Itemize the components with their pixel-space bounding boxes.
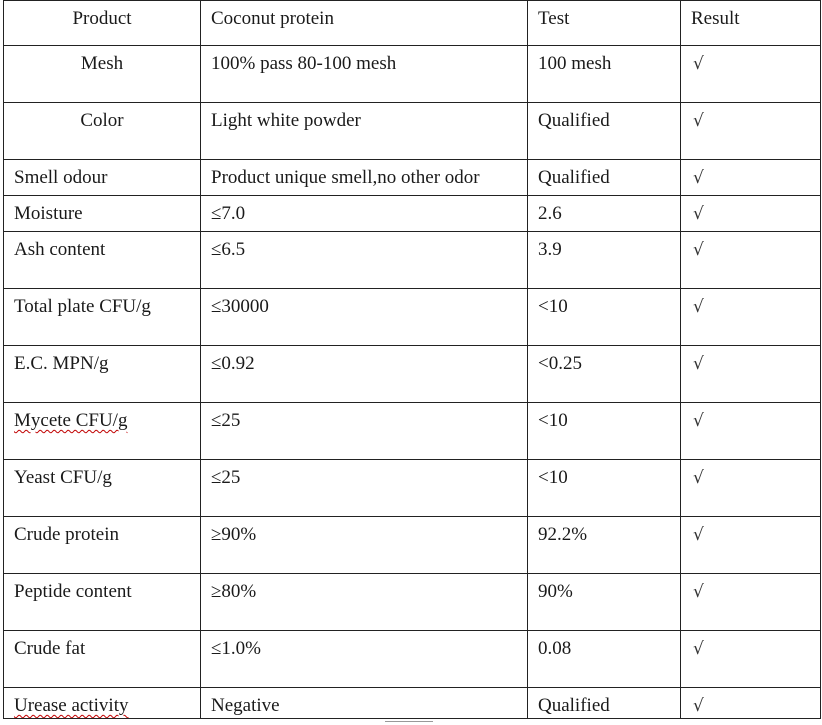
test-cell: <10	[527, 459, 681, 517]
result-cell: √	[680, 459, 821, 517]
page-divider	[385, 721, 433, 724]
standard-cell: Light white powder	[200, 102, 528, 160]
checkmark-icon: √	[693, 54, 704, 74]
table-row: Yeast CFU/g ≤25 <10 √	[3, 459, 821, 517]
header-test: Test	[527, 0, 681, 46]
standard-cell: ≤25	[200, 402, 528, 460]
header-coconut-protein: Coconut protein	[200, 0, 528, 46]
result-cell: √	[680, 345, 821, 403]
result-cell: √	[680, 573, 821, 631]
standard-cell: ≤7.0	[200, 195, 528, 232]
item-cell: E.C. MPN/g	[3, 345, 201, 403]
item-cell: Crude fat	[3, 630, 201, 688]
table-row: Mycete CFU/g ≤25 <10 √	[3, 402, 821, 460]
standard-cell: ≤0.92	[200, 345, 528, 403]
item-label-spellcheck: Mycete CFU/g	[14, 410, 128, 431]
result-cell: √	[680, 195, 821, 232]
result-cell: √	[680, 159, 821, 196]
standard-cell: ≤25	[200, 459, 528, 517]
table-row: E.C. MPN/g ≤0.92 <0.25 √	[3, 345, 821, 403]
checkmark-icon: √	[693, 582, 704, 602]
test-cell: Qualified	[527, 102, 681, 160]
header-product: Product	[3, 0, 201, 46]
table-row: Total plate CFU/g ≤30000 <10 √	[3, 288, 821, 346]
table-row: Crude protein ≥90% 92.2% √	[3, 516, 821, 574]
checkmark-icon: √	[693, 639, 704, 659]
result-cell: √	[680, 630, 821, 688]
test-cell: 92.2%	[527, 516, 681, 574]
result-cell: √	[680, 45, 821, 103]
table-row: Mesh 100% pass 80-100 mesh 100 mesh √	[3, 45, 821, 103]
item-cell: Peptide content	[3, 573, 201, 631]
table-row: Color Light white powder Qualified √	[3, 102, 821, 160]
test-cell: 100 mesh	[527, 45, 681, 103]
table-row: Urease activity Negative Qualified √	[3, 687, 821, 719]
standard-cell: Product unique smell,no other odor	[200, 159, 528, 196]
checkmark-icon: √	[693, 525, 704, 545]
standard-cell: 100% pass 80-100 mesh	[200, 45, 528, 103]
checkmark-icon: √	[693, 354, 704, 374]
table-row: Smell odour Product unique smell,no othe…	[3, 159, 821, 196]
standard-cell: ≤1.0%	[200, 630, 528, 688]
specification-table: Product Coconut protein Test Result Mesh…	[3, 0, 821, 719]
standard-cell: ≥80%	[200, 573, 528, 631]
test-cell: 90%	[527, 573, 681, 631]
standard-cell: ≤30000	[200, 288, 528, 346]
test-cell: Qualified	[527, 159, 681, 196]
test-cell: <10	[527, 288, 681, 346]
checkmark-icon: √	[693, 468, 704, 488]
result-cell: √	[680, 288, 821, 346]
item-cell: Mesh	[3, 45, 201, 103]
item-cell: Urease activity	[3, 687, 201, 719]
standard-cell: Negative	[200, 687, 528, 719]
checkmark-icon: √	[693, 297, 704, 317]
result-cell: √	[680, 102, 821, 160]
result-cell: √	[680, 516, 821, 574]
standard-cell: ≤6.5	[200, 231, 528, 289]
item-cell: Color	[3, 102, 201, 160]
item-cell: Total plate CFU/g	[3, 288, 201, 346]
test-cell: <0.25	[527, 345, 681, 403]
table-row: Ash content ≤6.5 3.9 √	[3, 231, 821, 289]
standard-cell: ≥90%	[200, 516, 528, 574]
test-cell: 2.6	[527, 195, 681, 232]
test-cell: 3.9	[527, 231, 681, 289]
result-cell: √	[680, 402, 821, 460]
checkmark-icon: √	[693, 111, 704, 131]
table-row: Peptide content ≥80% 90% √	[3, 573, 821, 631]
checkmark-icon: √	[693, 411, 704, 431]
table-row: Crude fat ≤1.0% 0.08 √	[3, 630, 821, 688]
test-cell: <10	[527, 402, 681, 460]
header-result: Result	[680, 0, 821, 46]
item-label-spellcheck: Urease activity	[14, 695, 129, 716]
test-cell: 0.08	[527, 630, 681, 688]
item-cell: Crude protein	[3, 516, 201, 574]
item-cell: Smell odour	[3, 159, 201, 196]
checkmark-icon: √	[693, 240, 704, 260]
table-row: Moisture ≤7.0 2.6 √	[3, 195, 821, 232]
checkmark-icon: √	[693, 204, 704, 224]
checkmark-icon: √	[693, 696, 704, 716]
checkmark-icon: √	[693, 168, 704, 188]
item-cell: Ash content	[3, 231, 201, 289]
result-cell: √	[680, 231, 821, 289]
result-cell: √	[680, 687, 821, 719]
test-cell: Qualified	[527, 687, 681, 719]
item-cell: Mycete CFU/g	[3, 402, 201, 460]
item-cell: Yeast CFU/g	[3, 459, 201, 517]
item-cell: Moisture	[3, 195, 201, 232]
table-header-row: Product Coconut protein Test Result	[3, 0, 821, 46]
